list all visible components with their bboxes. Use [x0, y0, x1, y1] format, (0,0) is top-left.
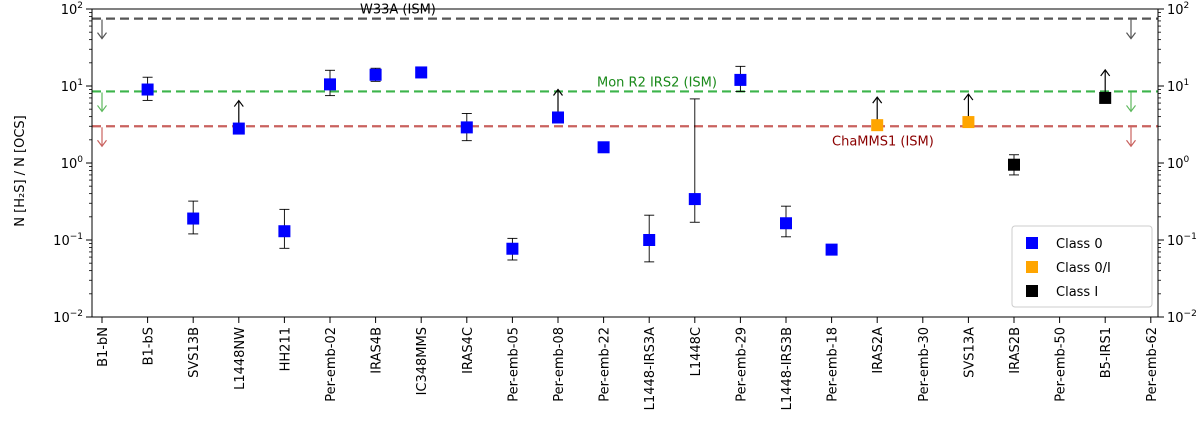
marker-Per-emb-29	[734, 73, 747, 86]
y-tick-label-right: 100	[1167, 155, 1190, 172]
upper-limit-arrow-right-1	[1126, 92, 1136, 113]
x-tick-label: Per-emb-02	[324, 327, 339, 402]
y-tick-label-right: 102	[1167, 1, 1189, 18]
x-tick-label: SVS13B	[187, 327, 202, 378]
x-tick-label: IRAS4B	[370, 327, 385, 374]
legend-marker	[1026, 285, 1038, 297]
marker-Per-emb-22	[597, 141, 610, 154]
x-tick-label: Per-emb-62	[1145, 327, 1160, 402]
legend-label: Class 0/I	[1056, 261, 1111, 276]
x-tick-label: IRAS4C	[461, 327, 476, 374]
marker-Per-emb-18	[825, 243, 838, 256]
x-tick-label: Per-emb-29	[734, 327, 749, 402]
marker-IRAS4B	[369, 68, 382, 81]
y-tick-label-right: 101	[1167, 78, 1189, 95]
upper-limit-arrow-right-0	[1126, 19, 1136, 40]
axes: 10−2 10−2 10−1 10−1 100 100 101 101 102 102 B1-bN B…	[53, 1, 1197, 410]
y-tick-label-left: 100	[61, 155, 84, 172]
x-tick-label: L1448-IRS3B	[780, 327, 795, 410]
upper-limit-arrow-left-2	[97, 127, 107, 148]
legend-label: Class I	[1056, 285, 1098, 300]
marker-B1-bS	[141, 83, 154, 96]
y-axis-label: N [H₂S] / N [OCS]	[13, 115, 28, 226]
reference-line-label-0: W33A (ISM)	[360, 3, 436, 18]
x-tick-label: Per-emb-22	[598, 327, 613, 402]
legend: Class 0 Class 0/I Class I	[1011, 225, 1153, 308]
x-tick-label: IRAS2B	[1008, 327, 1023, 374]
marker-IC348MMS	[415, 66, 428, 79]
x-tick-label: SVS13A	[962, 327, 977, 378]
x-tick-label: Per-emb-30	[917, 327, 932, 402]
x-tick-label: Per-emb-18	[826, 327, 841, 402]
legend-marker	[1026, 237, 1038, 249]
y-tick-label-right: 10−1	[1167, 232, 1197, 249]
x-tick-label: B5-IRS1	[1099, 327, 1114, 378]
x-tick-label: HH211	[278, 327, 293, 371]
upper-limit-arrow-left-1	[97, 92, 107, 113]
x-tick-label: Per-emb-50	[1054, 327, 1069, 402]
reference-line-label-1: Mon R2 IRS2 (ISM)	[597, 75, 717, 90]
marker-L1448-IRS3B	[780, 217, 792, 230]
marker-L1448NW	[232, 122, 245, 135]
y-tick-label-left: 10−1	[53, 232, 83, 249]
upper-limit-arrow-left-0	[97, 19, 107, 40]
y-tick-label-left: 101	[61, 78, 83, 95]
marker-SVS13A	[962, 116, 975, 129]
x-tick-label: L1448NW	[233, 327, 248, 390]
reference-lines: W33A (ISM) Mon R2 IRS2 (ISM) ChaMMS1 (ISM)	[92, 3, 1158, 149]
x-tick-label: B1-bN	[96, 327, 111, 367]
upper-limit-arrow-right-2	[1126, 127, 1136, 148]
legend-marker	[1026, 261, 1038, 273]
marker-Per-emb-08	[552, 111, 564, 124]
y-tick-label-left: 10−2	[53, 309, 83, 326]
marker-L1448-IRS3A	[643, 234, 656, 246]
x-tick-label: IRAS2A	[871, 327, 886, 374]
legend-box	[1011, 225, 1153, 308]
marker-IRAS2A	[871, 119, 884, 132]
x-tick-label: Per-emb-05	[506, 327, 521, 402]
marker-L1448C	[688, 193, 701, 206]
legend-label: Class 0	[1056, 237, 1103, 252]
marker-Per-emb-05	[506, 242, 519, 255]
y-tick-label-left: 102	[61, 1, 83, 18]
x-tick-label: B1-bS	[142, 327, 157, 365]
data-markers	[141, 66, 1112, 256]
x-tick-label: L1448-IRS3A	[643, 327, 658, 410]
x-tick-label: Per-emb-08	[552, 327, 567, 402]
marker-HH211	[278, 225, 291, 238]
marker-IRAS2B	[1008, 158, 1020, 171]
plot-frame	[91, 8, 1159, 318]
x-tick-label: L1448C	[689, 327, 704, 376]
marker-SVS13B	[187, 212, 200, 225]
marker-B5-IRS1	[1099, 91, 1112, 104]
x-tick-label: IC348MMS	[415, 327, 430, 395]
marker-Per-emb-02	[324, 78, 336, 91]
reference-line-label-2: ChaMMS1 (ISM)	[832, 134, 934, 149]
y-tick-label-right: 10−2	[1167, 309, 1197, 326]
marker-IRAS4C	[460, 121, 473, 134]
